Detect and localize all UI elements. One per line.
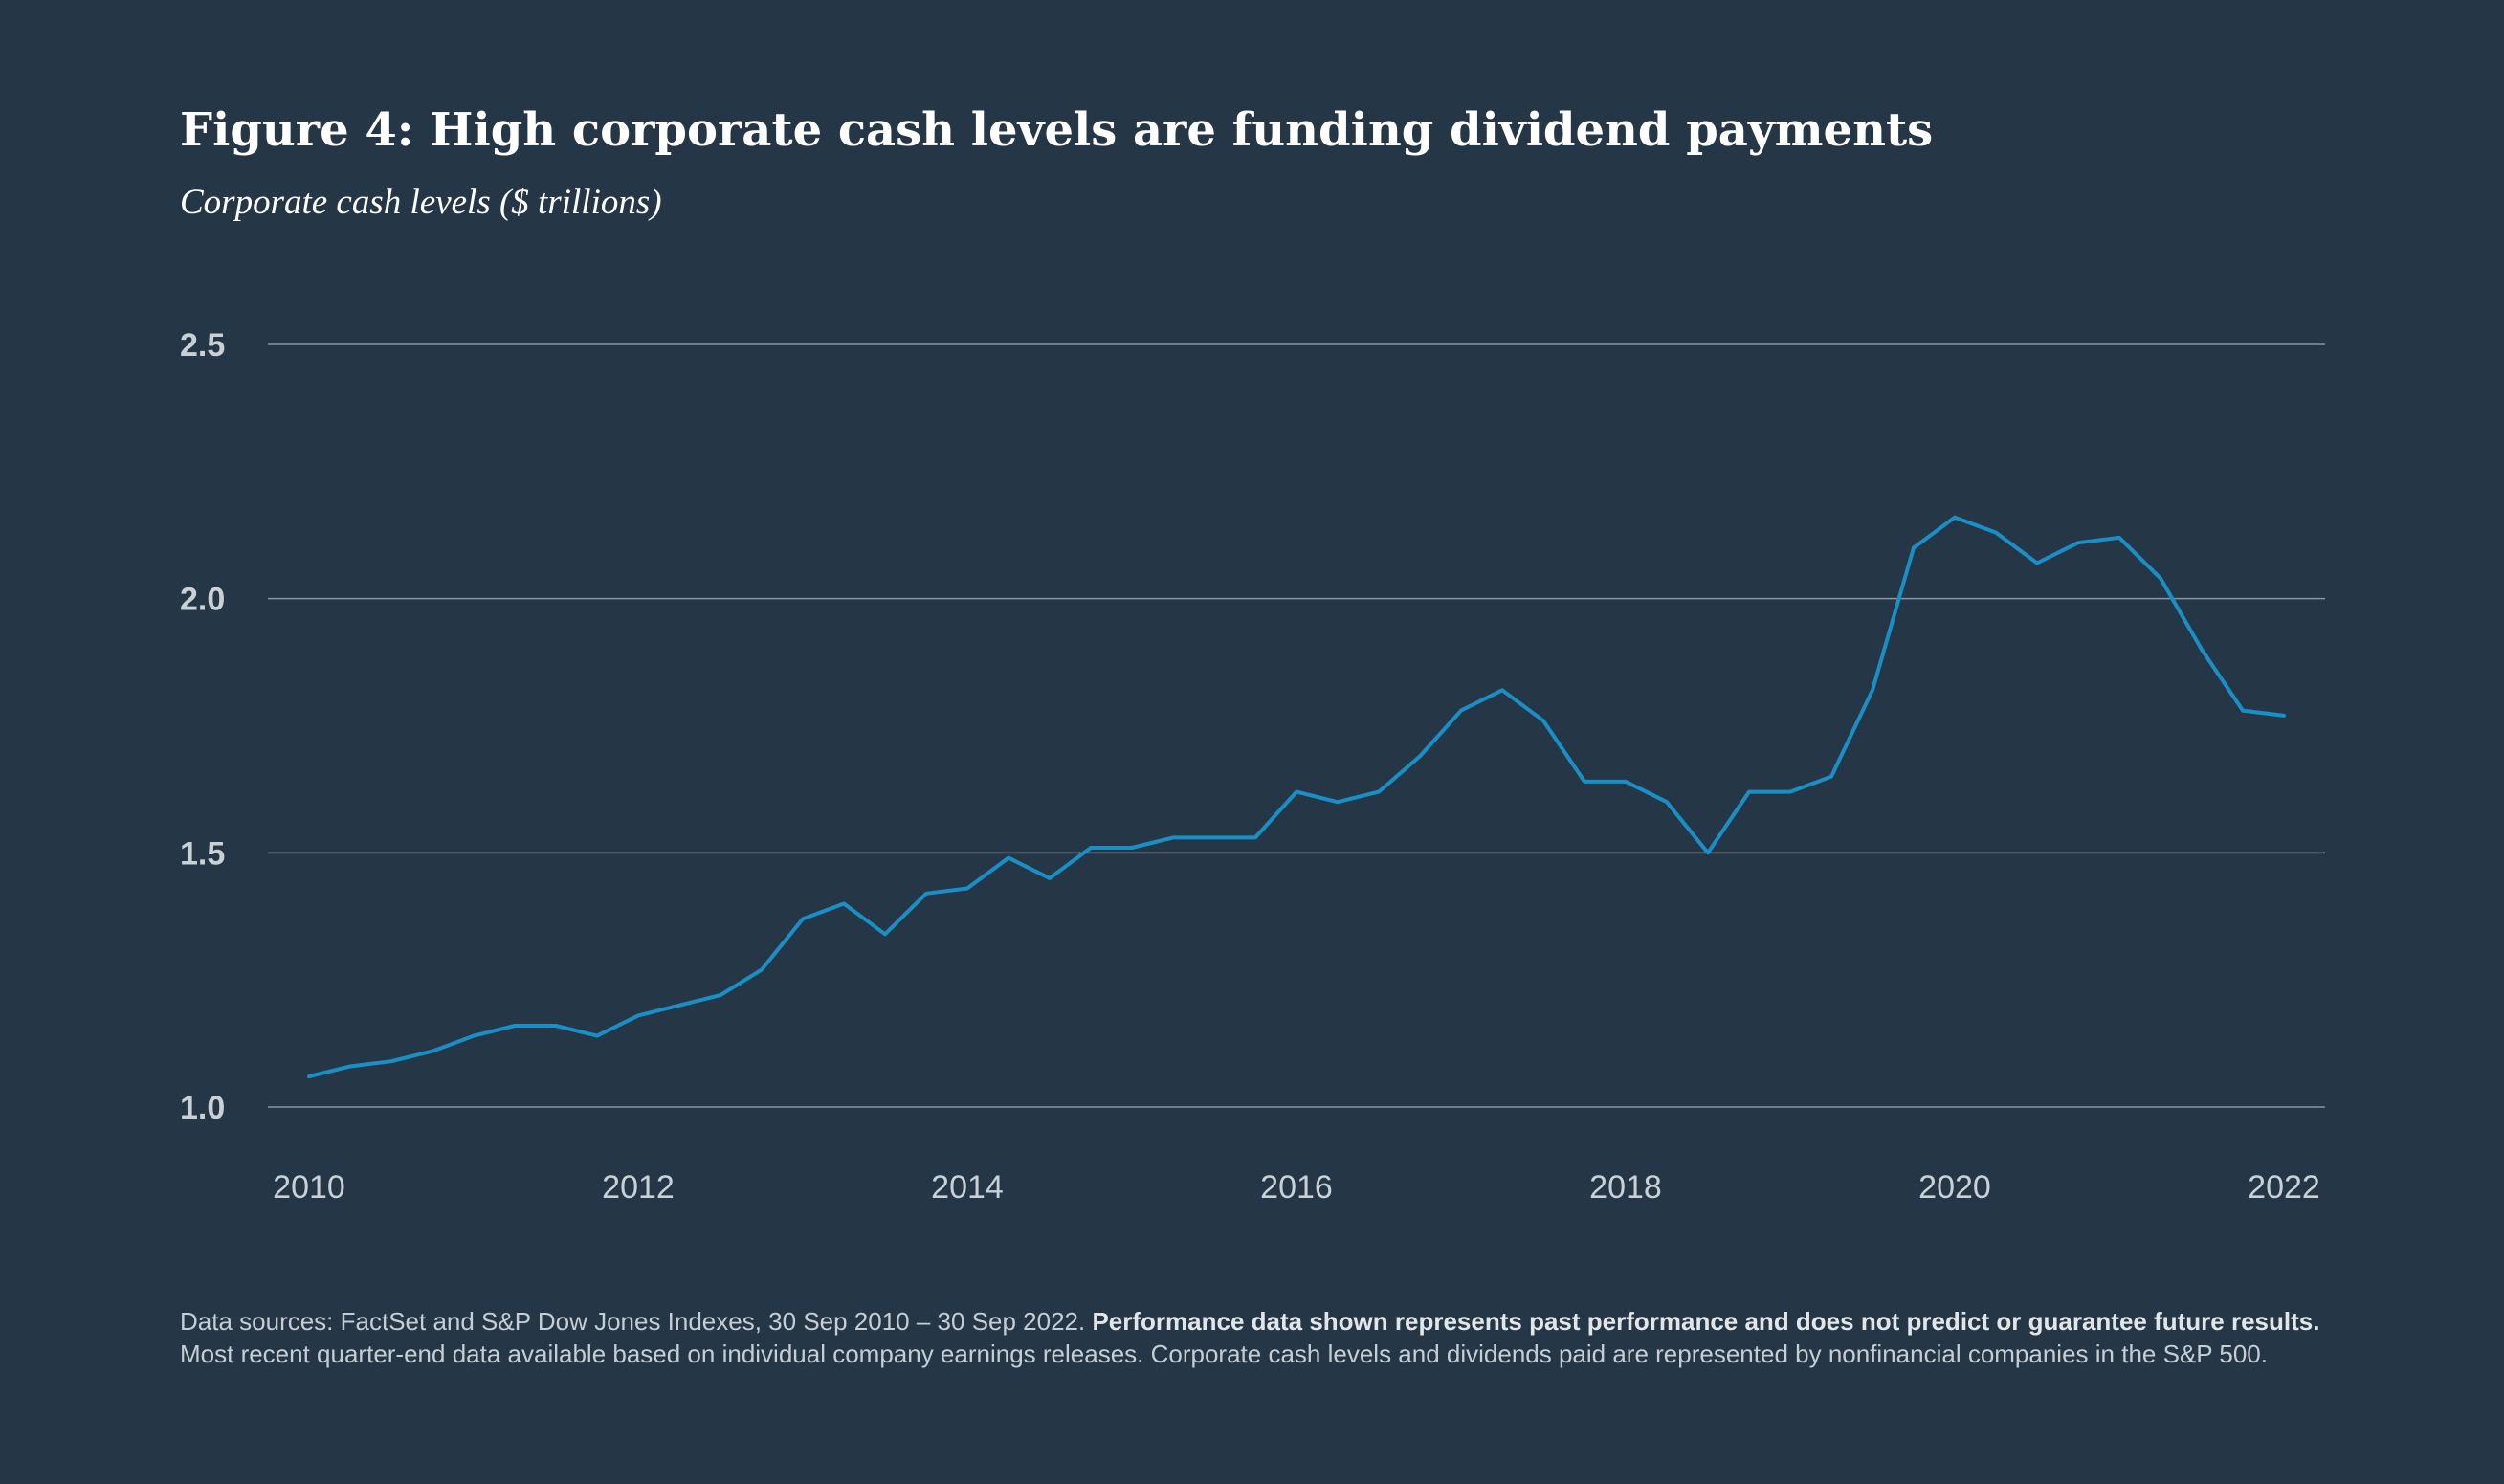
y-tick-label: 1.5 bbox=[180, 835, 225, 872]
footnote-sources: Data sources: FactSet and S&P Dow Jones … bbox=[180, 1307, 1093, 1336]
x-tick-label: 2018 bbox=[1589, 1169, 1662, 1206]
series-group bbox=[307, 515, 2286, 1079]
x-axis-ticks: 2010 2012 2014 2016 2018 2020 2022 bbox=[273, 1169, 2320, 1206]
x-tick-label: 2014 bbox=[931, 1169, 1004, 1206]
y-tick-label: 1.0 bbox=[180, 1090, 225, 1126]
y-tick-label: 2.0 bbox=[180, 582, 225, 618]
footnote: Data sources: FactSet and S&P Dow Jones … bbox=[180, 1305, 2323, 1370]
chart-title: Figure 4: High corporate cash levels are… bbox=[180, 103, 1934, 157]
y-tick-label: 2.5 bbox=[180, 327, 225, 364]
x-tick-label: 2010 bbox=[273, 1169, 345, 1206]
chart-subtitle: Corporate cash levels ($ trillions) bbox=[180, 183, 662, 222]
footnote-disclaimer: Performance data shown represents past p… bbox=[1092, 1307, 2320, 1336]
x-tick-label: 2020 bbox=[1918, 1169, 1991, 1206]
series-line bbox=[307, 515, 2286, 1079]
x-tick-label: 2022 bbox=[2248, 1169, 2320, 1206]
line-chart: 1.0 1.5 2.0 2.5 2010 2012 2014 2016 2018 2020 202… bbox=[180, 327, 2325, 1206]
gridlines bbox=[268, 343, 2325, 1108]
x-tick-label: 2012 bbox=[602, 1169, 675, 1206]
footnote-details: Most recent quarter-end data available b… bbox=[180, 1340, 2268, 1368]
y-axis-ticks: 1.0 1.5 2.0 2.5 bbox=[180, 327, 225, 1126]
x-tick-label: 2016 bbox=[1260, 1169, 1333, 1206]
